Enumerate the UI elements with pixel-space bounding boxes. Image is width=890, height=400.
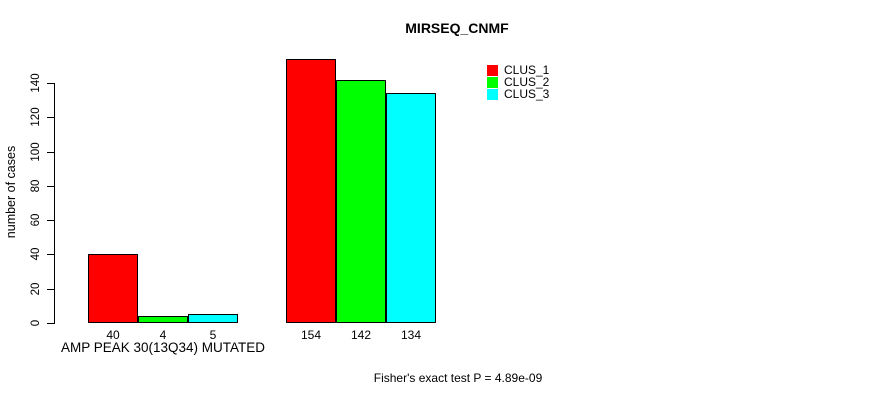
y-tick-mark — [47, 288, 54, 290]
legend-item-clus_1: CLUS_1 — [487, 64, 549, 76]
y-tick-mark — [47, 83, 54, 84]
bar-value-label: 154 — [300, 328, 322, 342]
bar-clus_1-group1 — [88, 254, 138, 323]
y-tick-mark — [47, 254, 54, 256]
x-axis-label: AMP PEAK 30(13Q34) MUTATED — [60, 340, 266, 355]
legend: CLUS_1 CLUS_2 CLUS_3 — [487, 64, 549, 100]
legend-swatch-clus_1 — [487, 64, 498, 76]
bar-clus_3-group1 — [188, 314, 238, 323]
bar-value-label: 5 — [209, 328, 217, 342]
y-tick-label: 140 — [30, 73, 42, 93]
bar-clus_2-group2 — [336, 79, 386, 323]
y-tick-label: 120 — [30, 107, 42, 127]
y-tick-label: 100 — [30, 141, 42, 162]
bar-value-label: 134 — [400, 328, 422, 342]
bar-value-label: 142 — [350, 328, 372, 342]
y-axis-label: number of cases — [4, 145, 18, 239]
y-tick-mark — [47, 323, 54, 324]
y-tick-label: 0 — [30, 319, 42, 327]
bar-clus_1-group2 — [286, 59, 336, 323]
y-tick-mark — [47, 151, 54, 153]
y-tick-label: 60 — [30, 213, 42, 227]
bar-clus_2-group1 — [138, 316, 188, 323]
legend-item-clus_3: CLUS_3 — [487, 88, 549, 100]
y-tick-mark — [47, 117, 54, 119]
chart-title: MIRSEQ_CNMF — [405, 20, 509, 36]
legend-swatch-clus_2 — [487, 76, 498, 88]
y-tick-label: 80 — [30, 179, 42, 193]
y-axis-line — [54, 83, 55, 324]
bar-value-label: 4 — [159, 328, 167, 342]
legend-label: CLUS_2 — [504, 75, 550, 89]
legend-swatch-clus_3 — [487, 88, 498, 100]
legend-label: CLUS_3 — [504, 87, 550, 101]
y-tick-mark — [47, 220, 54, 222]
y-tick-label: 20 — [30, 282, 42, 296]
bar-value-label: 40 — [106, 328, 120, 342]
y-tick-label: 40 — [30, 248, 42, 261]
bar-clus_3-group2 — [386, 93, 436, 323]
footnote: Fisher's exact test P = 4.89e-09 — [373, 371, 543, 385]
legend-item-clus_2: CLUS_2 — [487, 76, 549, 88]
y-tick-mark — [47, 185, 54, 187]
legend-label: CLUS_1 — [504, 63, 550, 77]
